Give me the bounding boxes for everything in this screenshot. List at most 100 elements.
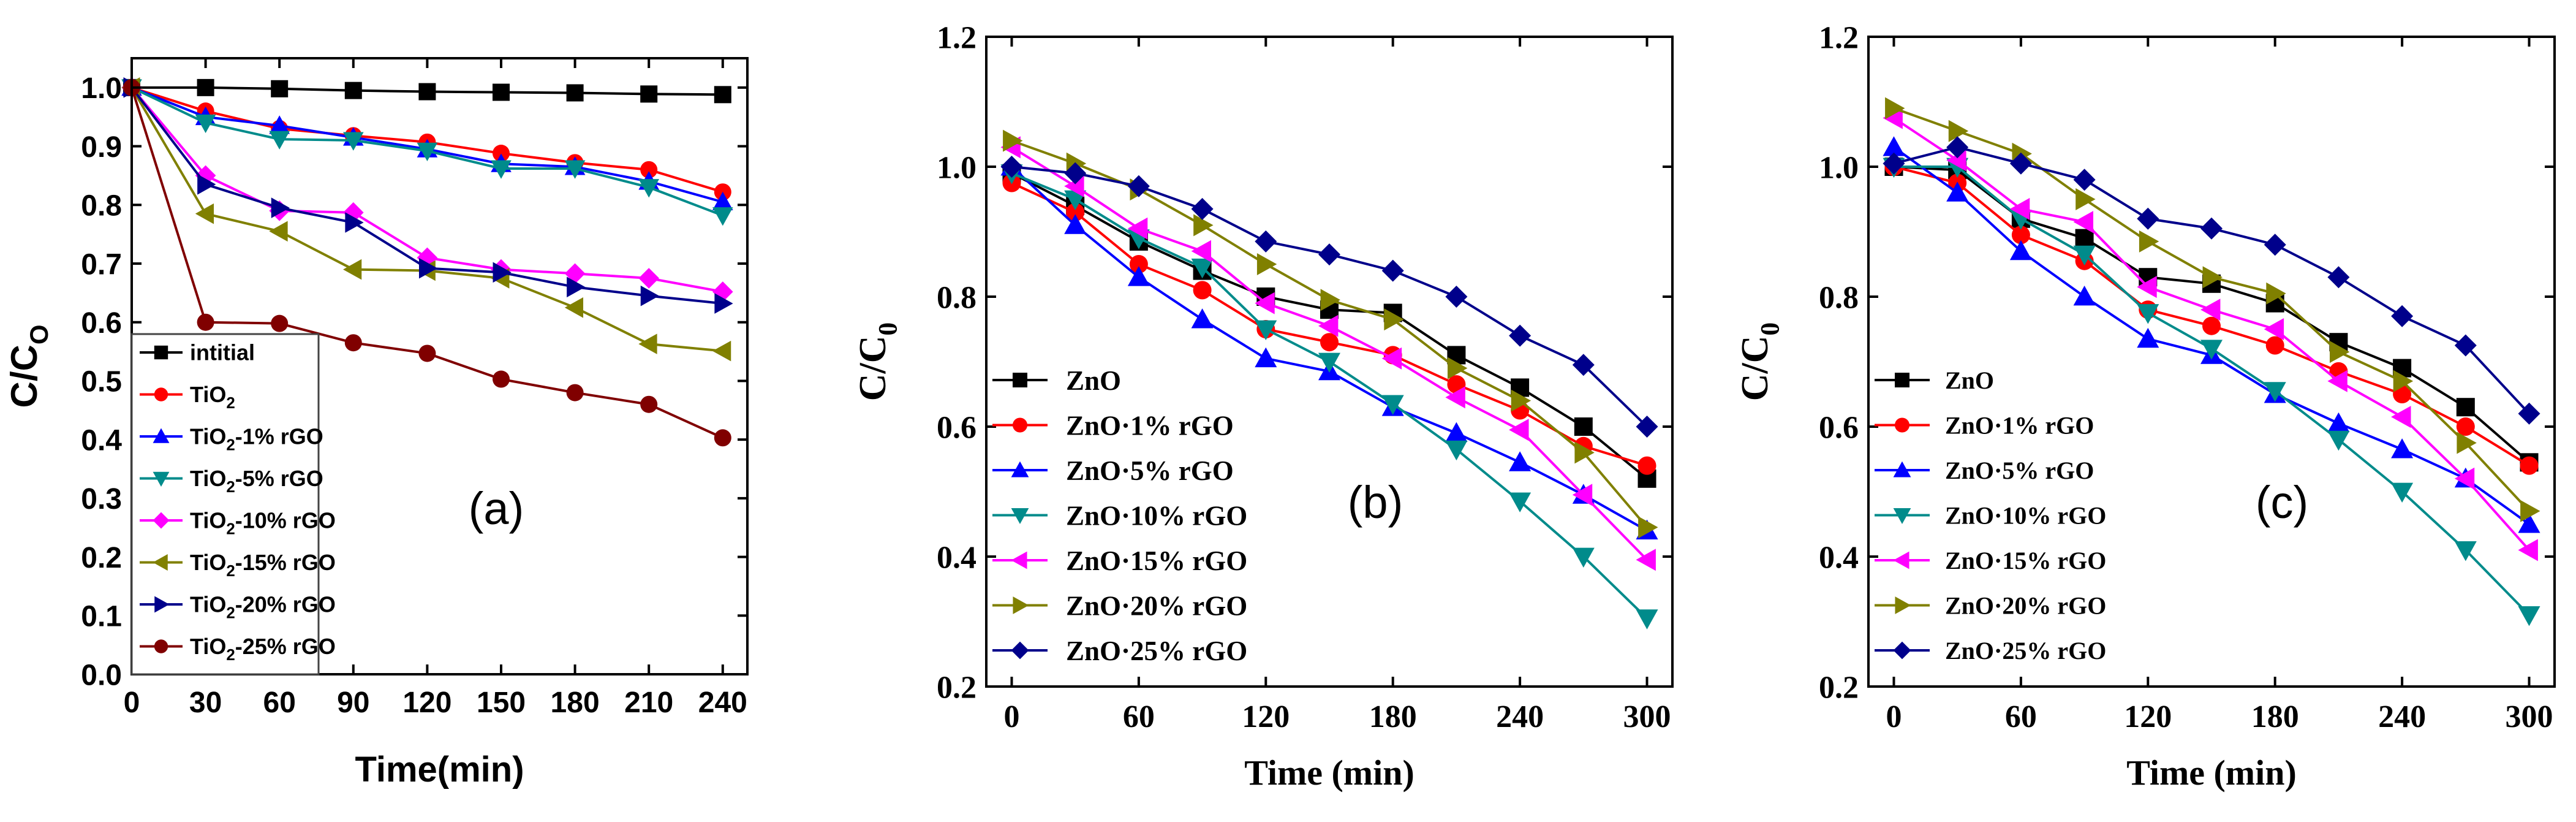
data-point — [1318, 243, 1340, 266]
legend-entry: ZnO·15% rGO — [992, 546, 1247, 576]
data-point — [1946, 149, 1966, 172]
data-point — [2264, 318, 2284, 340]
data-point — [2456, 417, 2475, 436]
series-ZnO·20% rGO — [1885, 97, 2540, 522]
x-tick-label: 180 — [1369, 699, 1417, 734]
data-point — [2391, 406, 2411, 428]
series-ZnO·25% rGO — [1883, 136, 2540, 425]
y-tick-label: 0.1 — [81, 601, 122, 633]
legend-marker — [1895, 596, 1911, 614]
legend-marker — [1893, 508, 1911, 524]
data-point — [1127, 266, 1150, 286]
legend-marker — [1893, 461, 1911, 478]
data-point — [1637, 456, 1656, 475]
data-point — [1636, 609, 1658, 630]
x-axis-label: Time (min) — [1244, 753, 1415, 793]
data-point — [2518, 539, 2538, 561]
y-tick-label: 0.6 — [1819, 411, 1859, 446]
legend-label: ZnO — [1066, 365, 1121, 396]
data-point — [2137, 276, 2157, 299]
legend-label: TiO2-15% rGO — [190, 550, 336, 580]
data-point — [2327, 430, 2350, 451]
data-point — [2264, 234, 2286, 256]
series-intitial — [123, 78, 731, 104]
legend-label: TiO2-20% rGO — [190, 592, 336, 622]
y-tick-label: 0.9 — [81, 131, 122, 164]
legend-label: TiO2-1% rGO — [190, 424, 323, 454]
legend-marker — [153, 512, 170, 529]
data-point — [1509, 451, 1532, 471]
data-point — [1445, 386, 1465, 409]
data-point — [1256, 253, 1277, 275]
y-axis-label: C/C0 — [852, 322, 903, 401]
x-tick-label: 120 — [2124, 699, 2172, 734]
data-point — [1883, 152, 1905, 175]
data-point — [1191, 258, 1214, 279]
x-tick-label: 90 — [337, 687, 369, 719]
legend-marker — [1013, 596, 1029, 614]
data-point — [638, 333, 657, 354]
data-point — [1883, 107, 1903, 129]
panel-label: (a) — [469, 483, 524, 534]
x-tick-label: 180 — [551, 687, 600, 719]
x-tick-label: 60 — [263, 687, 296, 719]
data-point — [564, 160, 586, 179]
data-point — [2075, 229, 2094, 248]
data-point — [2137, 207, 2159, 230]
y-tick-label: 1.2 — [937, 21, 976, 56]
data-point — [2266, 282, 2286, 305]
y-tick-label: 0.3 — [81, 483, 122, 516]
chart-c: 0 60 120 180 240 300 0.2 0.4 0.6 0.8 1.0 1.2 Time (m… — [1734, 21, 2556, 793]
data-point — [2457, 432, 2477, 454]
y-tick-label: 0.4 — [1819, 541, 1859, 576]
data-point — [418, 83, 436, 101]
data-point — [1636, 549, 1656, 571]
data-point — [1193, 214, 1214, 237]
data-point — [2265, 336, 2284, 355]
data-point — [1448, 357, 1468, 379]
data-point — [1509, 324, 1532, 347]
legend-entry: ZnO·25% rGO — [992, 636, 1247, 666]
y-tick-label: 1.0 — [937, 151, 976, 186]
data-point — [2202, 266, 2223, 289]
series-ZnO·15% rGO — [1000, 136, 1656, 571]
legend-label: ZnO·1% rGO — [1945, 412, 2094, 440]
legend-label: ZnO — [1945, 367, 1994, 394]
data-point — [417, 142, 438, 162]
chart-b: 0 60 120 180 240 300 0.2 0.4 0.6 0.8 1.0 1.2 Time (m… — [852, 21, 1674, 793]
data-point — [1883, 136, 1905, 156]
data-point — [493, 145, 510, 162]
data-point — [640, 85, 658, 103]
data-point — [1318, 352, 1340, 373]
legend-entry: ZnO·20% rGO — [1875, 592, 2106, 620]
data-point — [2391, 438, 2414, 459]
legend-label: TiO2 — [190, 382, 235, 412]
y-tick-label: 0.2 — [81, 542, 122, 574]
data-point — [1511, 389, 1532, 412]
legend-entry: intitial — [140, 340, 255, 365]
data-point — [1193, 281, 1212, 300]
legend-marker — [1893, 641, 1911, 660]
data-point — [2202, 316, 2221, 335]
legend-marker — [154, 596, 170, 613]
data-point — [418, 257, 438, 279]
data-point — [2200, 340, 2223, 360]
data-point — [1574, 417, 1593, 436]
legend-marker — [1013, 417, 1027, 433]
data-point — [1000, 156, 1023, 178]
legend-marker — [153, 471, 170, 487]
data-point — [638, 268, 659, 289]
data-point — [1064, 214, 1087, 234]
plot-frame — [985, 36, 1674, 688]
legend-label: ZnO·15% rGO — [1066, 546, 1247, 576]
legend-marker — [1013, 373, 1027, 387]
data-point — [1572, 547, 1595, 568]
legend-marker — [1011, 641, 1029, 660]
legend-label: ZnO·10% rGO — [1066, 500, 1247, 531]
data-point — [197, 313, 214, 331]
data-point — [566, 84, 584, 102]
legend-label: intitial — [190, 340, 255, 365]
legend-label: ZnO·25% rGO — [1945, 637, 2106, 664]
legend: intitial TiO2 TiO2-1% rGO TiO2-5% rGO TiO2-1… — [130, 333, 336, 675]
legend-label: ZnO·20% rGO — [1945, 592, 2106, 620]
